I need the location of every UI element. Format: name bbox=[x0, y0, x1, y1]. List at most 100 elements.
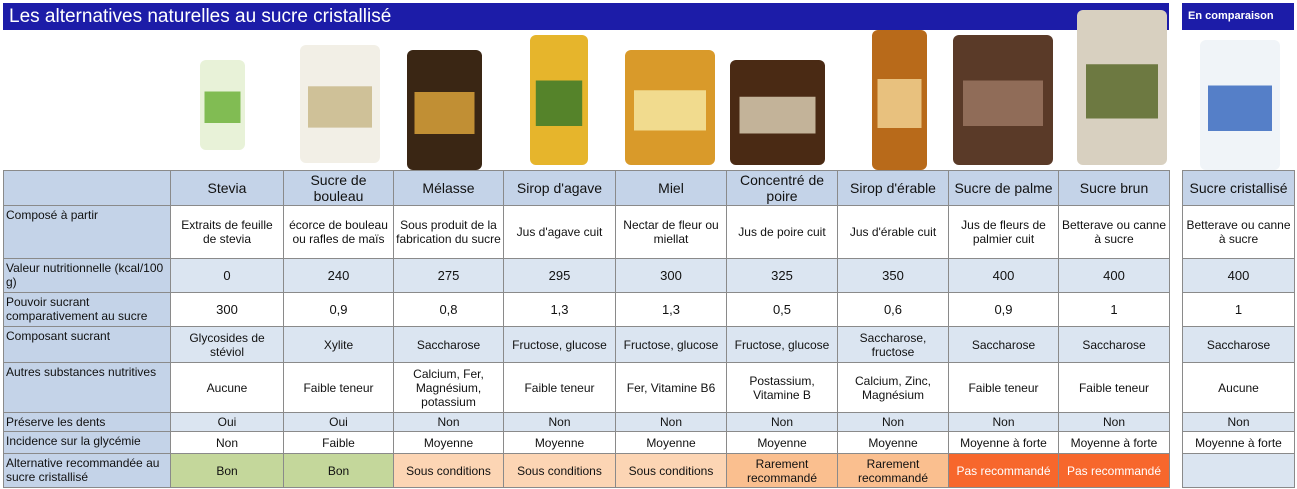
comparison-cell: Betterave ou canne à sucre bbox=[1182, 205, 1295, 259]
comparison-cell: 400 bbox=[1182, 258, 1295, 293]
table-cell: Aucune bbox=[170, 362, 284, 413]
table-cell: Non bbox=[503, 412, 616, 432]
table-cell: Sous conditions bbox=[615, 453, 727, 488]
table-cell: Glycosides de stéviol bbox=[170, 326, 284, 363]
table-cell: Betterave ou canne à sucre bbox=[1058, 205, 1170, 259]
table-cell: 400 bbox=[1058, 258, 1170, 293]
table-cell: Sous conditions bbox=[503, 453, 616, 488]
table-cell: 0,6 bbox=[837, 292, 949, 327]
table-cell: Pas recommandé bbox=[948, 453, 1059, 488]
table-cell: 0 bbox=[170, 258, 284, 293]
table-cell: 350 bbox=[837, 258, 949, 293]
table-cell: Moyenne bbox=[615, 431, 727, 454]
corner-cell bbox=[3, 170, 171, 206]
table-cell: Faible teneur bbox=[1058, 362, 1170, 413]
table-cell: Non bbox=[615, 412, 727, 432]
column-header: Concentré de poire bbox=[726, 170, 838, 206]
table-cell: Jus de poire cuit bbox=[726, 205, 838, 259]
comparison-cell: Non bbox=[1182, 412, 1295, 432]
product-shape bbox=[308, 86, 372, 128]
product-shape bbox=[535, 80, 583, 126]
table-cell: Moyenne bbox=[503, 431, 616, 454]
table-cell: Faible bbox=[283, 431, 394, 454]
table-cell: Calcium, Fer, Magnésium, potassium bbox=[393, 362, 504, 413]
row-label: Pouvoir sucrant comparativement au sucre bbox=[3, 292, 171, 327]
table-cell: Moyenne bbox=[726, 431, 838, 454]
table-cell: Extraits de feuille de stevia bbox=[170, 205, 284, 259]
comparison-bar: En comparaison bbox=[1182, 3, 1294, 30]
table-cell: Faible teneur bbox=[283, 362, 394, 413]
table-cell: 0,8 bbox=[393, 292, 504, 327]
table-cell: 1 bbox=[1058, 292, 1170, 327]
table-cell: Non bbox=[948, 412, 1059, 432]
table-cell: Postassium, Vitamine B bbox=[726, 362, 838, 413]
table-cell: Sous conditions bbox=[393, 453, 504, 488]
comparison-cell: 1 bbox=[1182, 292, 1295, 327]
product-shape bbox=[414, 92, 475, 134]
table-cell: Non bbox=[393, 412, 504, 432]
table-cell: Non bbox=[1058, 412, 1170, 432]
table-cell: Faible teneur bbox=[948, 362, 1059, 413]
table-cell: Jus d'érable cuit bbox=[837, 205, 949, 259]
table-cell: Moyenne à forte bbox=[1058, 431, 1170, 454]
table-cell: Saccharose bbox=[1058, 326, 1170, 363]
table-cell: Saccharose bbox=[393, 326, 504, 363]
table-cell: Sous produit de la fabrication du sucre bbox=[393, 205, 504, 259]
product-shape bbox=[739, 96, 816, 134]
table-cell: Moyenne bbox=[837, 431, 949, 454]
table-cell: Saccharose, fructose bbox=[837, 326, 949, 363]
table-cell: Nectar de fleur ou miellat bbox=[615, 205, 727, 259]
table-cell: Calcium, Zinc, Magnésium bbox=[837, 362, 949, 413]
row-label: Autres substances nutritives bbox=[3, 362, 171, 413]
comparison-cell bbox=[1182, 453, 1295, 488]
product-shape bbox=[963, 80, 1043, 126]
row-label: Incidence sur la glycémie bbox=[3, 431, 171, 454]
table-cell: 0,9 bbox=[283, 292, 394, 327]
table-cell: Faible teneur bbox=[503, 362, 616, 413]
product-shape bbox=[1208, 85, 1272, 131]
product-images bbox=[200, 10, 1280, 170]
table-cell: 400 bbox=[948, 258, 1059, 293]
table-cell: écorce de bouleau ou rafles de maïs bbox=[283, 205, 394, 259]
table-cell: Moyenne à forte bbox=[948, 431, 1059, 454]
product-shape bbox=[204, 91, 241, 123]
comparison-cell: Aucune bbox=[1182, 362, 1295, 413]
table-cell: Fructose, glucose bbox=[615, 326, 727, 363]
table-cell: Bon bbox=[283, 453, 394, 488]
table-cell: Pas recommandé bbox=[1058, 453, 1170, 488]
column-header: Sirop d'agave bbox=[503, 170, 616, 206]
table-cell: Fer, Vitamine B6 bbox=[615, 362, 727, 413]
row-label: Composant sucrant bbox=[3, 326, 171, 363]
row-label: Composé à partir bbox=[3, 205, 171, 259]
table-cell: Jus d'agave cuit bbox=[503, 205, 616, 259]
column-header: Sucre de bouleau bbox=[283, 170, 394, 206]
table-cell: Fructose, glucose bbox=[503, 326, 616, 363]
table-cell: Rarement recommandé bbox=[726, 453, 838, 488]
table-cell: 300 bbox=[615, 258, 727, 293]
table-cell: Non bbox=[837, 412, 949, 432]
column-header: Sucre cristallisé bbox=[1182, 170, 1295, 206]
title-bar: Les alternatives naturelles au sucre cri… bbox=[3, 3, 1169, 30]
product-shape bbox=[634, 90, 706, 131]
column-header: Mélasse bbox=[393, 170, 504, 206]
product-shape bbox=[877, 79, 922, 128]
table-cell: Xylite bbox=[283, 326, 394, 363]
table-cell: Non bbox=[170, 431, 284, 454]
table-cell: 325 bbox=[726, 258, 838, 293]
row-label: Préserve les dents bbox=[3, 412, 171, 432]
table-cell: 240 bbox=[283, 258, 394, 293]
table-cell: Fructose, glucose bbox=[726, 326, 838, 363]
table-cell: Bon bbox=[170, 453, 284, 488]
table-cell: 1,3 bbox=[615, 292, 727, 327]
column-header: Sucre de palme bbox=[948, 170, 1059, 206]
table-cell: 295 bbox=[503, 258, 616, 293]
table-cell: Jus de fleurs de palmier cuit bbox=[948, 205, 1059, 259]
row-label: Alternative recommandée au sucre cristal… bbox=[3, 453, 171, 488]
table-cell: Rarement recommandé bbox=[837, 453, 949, 488]
product-shape bbox=[1086, 64, 1158, 119]
comparison-cell: Saccharose bbox=[1182, 326, 1295, 363]
column-header: Sucre brun bbox=[1058, 170, 1170, 206]
table-cell: Non bbox=[726, 412, 838, 432]
table-cell: Saccharose bbox=[948, 326, 1059, 363]
